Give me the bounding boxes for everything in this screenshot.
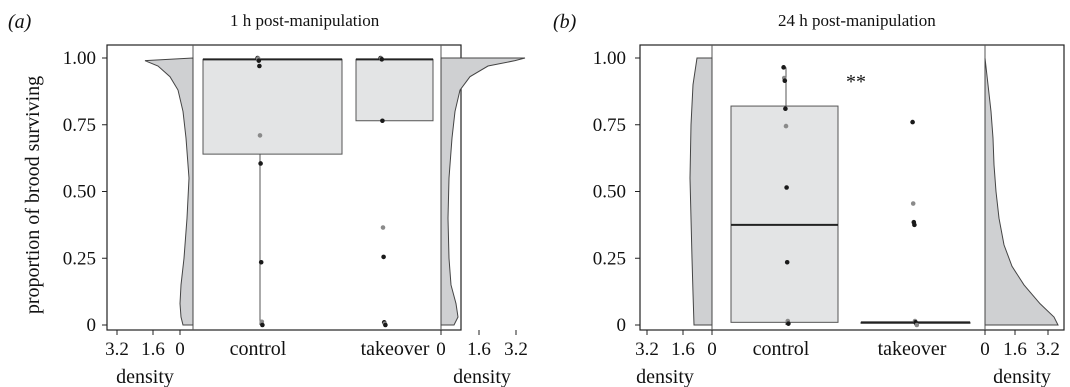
y-tick-label-a: 0 <box>87 315 97 336</box>
data-point-control-b <box>784 259 790 265</box>
data-point-takeover-a <box>383 322 388 328</box>
category-label-takeover-b: takeover <box>878 338 947 360</box>
panel-a-right-density-label: density <box>453 366 511 387</box>
panel-a-left-density-label: density <box>116 366 174 387</box>
density-tick-label-right-a: 1.6 <box>467 339 491 360</box>
y-tick-label-b: 0.50 <box>593 182 626 203</box>
density-tick-label-left-b: 0 <box>707 339 717 360</box>
density-tick-label-right-a: 3.2 <box>504 339 528 360</box>
data-point-control-a <box>260 322 265 328</box>
y-tick-label-a: 0.50 <box>63 182 96 203</box>
data-point-control-b <box>782 78 788 83</box>
category-label-control-b: control <box>753 338 810 360</box>
y-tick-label-b: 0.25 <box>593 248 626 269</box>
panel-b-label: (b) <box>553 11 577 33</box>
panel-b-left-density-label: density <box>636 366 694 387</box>
y-tick-label-a: 0.75 <box>63 115 96 136</box>
panel-a-frame <box>106 44 462 331</box>
box-control-a <box>202 58 343 155</box>
density-tick-label-left-a: 0 <box>175 339 185 360</box>
data-point-takeover-a <box>380 225 386 230</box>
density-tick-label-right-b: 1.6 <box>1003 339 1027 360</box>
data-point-control-a <box>258 259 264 265</box>
density-tick-label-right-b: 3.2 <box>1036 339 1060 360</box>
density-curve-right-a <box>440 57 526 326</box>
category-label-takeover-a: takeover <box>361 338 430 360</box>
y-tick-label-b: 1.00 <box>593 48 626 69</box>
y-axis-label: proportion of brood surviving <box>22 76 44 314</box>
y-tick-label-b: 0 <box>617 315 627 336</box>
panel-a-label: (a) <box>8 11 32 33</box>
data-point-takeover-b <box>914 322 920 328</box>
data-point-control-a <box>256 58 262 63</box>
density-tick-label-right-b: 0 <box>980 339 990 360</box>
panel-b-frame <box>639 44 1065 331</box>
chart-marks: 1.00 0.75 0.50 0.25 0 3.2 1.6 0 0 1.6 3.2 control ta… <box>63 48 1060 360</box>
category-label-control-a: control <box>230 338 287 360</box>
data-point-control-a <box>257 63 262 69</box>
density-curve-left-b <box>689 57 713 326</box>
data-point-takeover-a <box>381 254 386 260</box>
data-point-control-b <box>783 106 788 112</box>
data-point-takeover-b <box>912 222 917 228</box>
data-point-takeover-a <box>380 118 385 124</box>
data-point-control-a <box>258 161 263 166</box>
density-curve-right-b <box>984 57 1059 326</box>
data-point-takeover-b <box>910 119 915 125</box>
data-point-takeover-b <box>910 201 916 206</box>
y-tick-label-b: 0.75 <box>593 115 626 136</box>
panel-a-title: 1 h post-manipulation <box>230 11 380 30</box>
data-point-control-b <box>784 185 789 190</box>
density-tick-label-left-b: 3.2 <box>635 339 659 360</box>
y-tick-label-a: 0.25 <box>63 248 96 269</box>
data-point-control-b <box>781 65 786 70</box>
data-point-control-a <box>257 133 263 138</box>
data-point-control-b <box>786 321 791 326</box>
box-control-b <box>730 105 839 323</box>
density-tick-label-left-b: 1.6 <box>671 339 695 360</box>
panel-a: (a) 1 h post-manipulation proportion of … <box>8 11 511 387</box>
y-tick-label-a: 1.00 <box>63 48 96 69</box>
density-tick-label-left-a: 3.2 <box>105 339 129 360</box>
significance-annotation: ** <box>846 71 866 93</box>
density-tick-label-left-a: 1.6 <box>141 339 165 360</box>
box-takeover-a <box>355 58 434 122</box>
data-point-takeover-a <box>379 57 385 62</box>
panel-b-right-density-label: density <box>993 366 1051 387</box>
panel-b: (b) 24 h post-manipulation ** density de… <box>553 11 1065 387</box>
density-curve-left-a <box>144 57 194 326</box>
density-tick-label-right-a: 0 <box>436 339 446 360</box>
data-point-control-b <box>783 123 789 129</box>
panel-b-title: 24 h post-manipulation <box>778 11 936 30</box>
